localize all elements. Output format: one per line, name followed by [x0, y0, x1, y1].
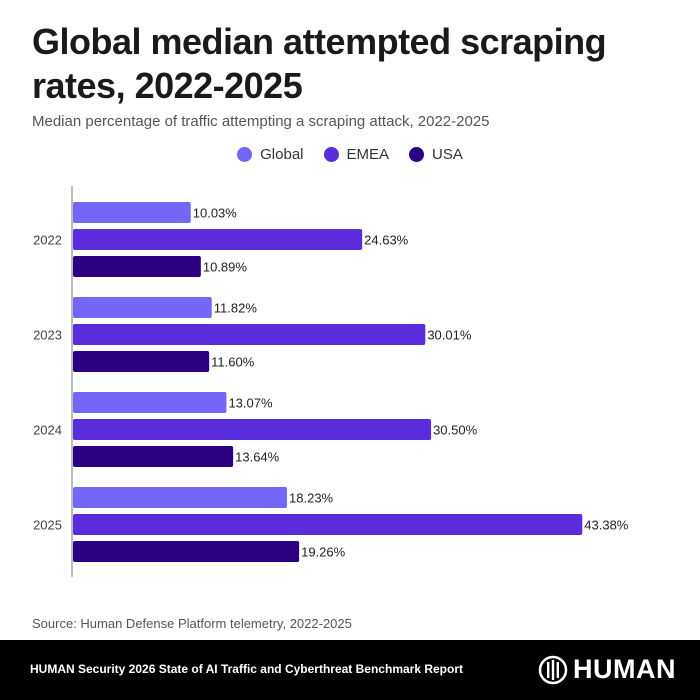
- bar-emea-2024: [73, 419, 432, 440]
- data-label-global-2024: 13.07%: [228, 396, 273, 411]
- chart-subtitle: Median percentage of traffic attempting …: [32, 113, 490, 130]
- data-label-global-2025: 18.23%: [289, 491, 334, 506]
- bar-usa-2022: [73, 256, 201, 277]
- bar-emea-2022: [73, 229, 363, 250]
- legend-label-global: Global: [260, 146, 304, 163]
- y-tick-label: 2024: [33, 423, 62, 438]
- y-tick-label: 2023: [33, 328, 62, 343]
- legend: Global EMEA USA: [0, 146, 700, 163]
- legend-swatch-emea: [323, 147, 339, 162]
- legend-swatch-usa: [409, 147, 425, 162]
- data-label-emea-2022: 24.63%: [364, 233, 409, 248]
- bar-chart: 2022 10.03% 24.63% 10.89% 2023 11.82% 30.01% 11…: [33, 186, 629, 577]
- data-label-emea-2024: 30.50%: [433, 423, 478, 438]
- bar-usa-2023: [73, 351, 210, 372]
- legend-item-usa: USA: [409, 146, 463, 163]
- data-label-usa-2023: 11.60%: [211, 355, 255, 370]
- human-logo-icon: [538, 655, 568, 684]
- bar-global-2025: [73, 487, 288, 508]
- data-label-global-2022: 10.03%: [193, 206, 238, 221]
- logo-wordmark: HUMAN: [573, 654, 676, 684]
- bar-global-2023: [73, 297, 212, 318]
- data-label-usa-2024: 13.64%: [235, 450, 280, 465]
- report-title: HUMAN Security 2026 State of AI Traffic …: [30, 662, 464, 676]
- y-tick-label: 2022: [33, 233, 62, 248]
- bar-global-2024: [73, 392, 227, 413]
- source-note: Source: Human Defense Platform telemetry…: [32, 616, 352, 631]
- bar-usa-2024: [73, 446, 234, 467]
- human-logo: HUMAN: [538, 654, 676, 685]
- data-label-global-2023: 11.82%: [214, 301, 258, 316]
- bar-emea-2025: [73, 514, 583, 535]
- data-label-emea-2023: 30.01%: [427, 328, 472, 343]
- y-tick-label: 2025: [33, 518, 62, 533]
- legend-label-usa: USA: [432, 146, 463, 163]
- bar-usa-2025: [73, 541, 300, 562]
- legend-item-global: Global: [237, 146, 304, 163]
- footer-bar: HUMAN Security 2026 State of AI Traffic …: [0, 640, 700, 700]
- legend-item-emea: EMEA: [323, 146, 390, 163]
- data-label-usa-2025: 19.26%: [301, 545, 346, 560]
- chart-title: Global median attempted scraping rates, …: [32, 21, 607, 106]
- data-label-usa-2022: 10.89%: [203, 260, 248, 275]
- legend-swatch-global: [237, 147, 253, 162]
- bar-emea-2023: [73, 324, 426, 345]
- bar-global-2022: [73, 202, 191, 223]
- data-label-emea-2025: 43.38%: [584, 518, 629, 533]
- legend-label-emea: EMEA: [346, 146, 390, 163]
